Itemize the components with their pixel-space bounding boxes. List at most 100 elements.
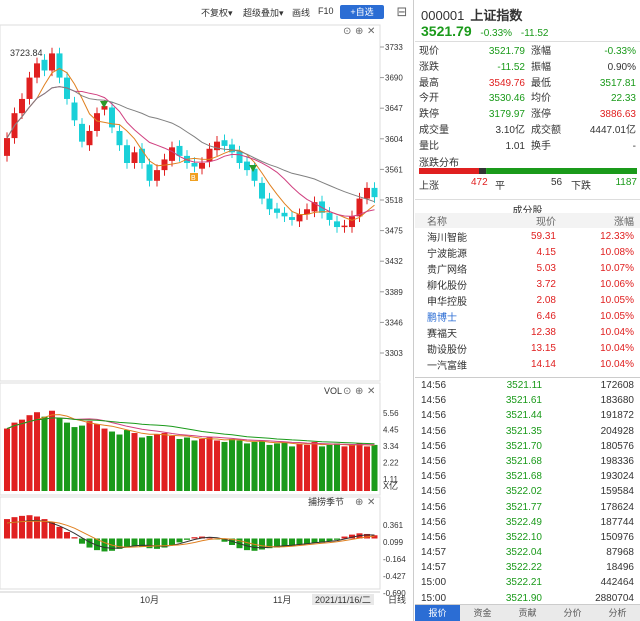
table-row[interactable]: 申华控股 2.08 10.05% [415, 292, 640, 308]
table-row[interactable]: 一汽富维 14.14 10.04% [415, 356, 640, 372]
macd-bar [176, 538, 183, 543]
candle-body [71, 102, 78, 121]
field-key: 最低 [531, 77, 551, 89]
tick-volume: 178624 [600, 501, 634, 513]
field-key: 今开 [419, 93, 439, 105]
ytick-label: 3475 [385, 227, 403, 236]
stock-pct-cell: 10.07% [600, 262, 634, 274]
table-row[interactable]: 柳化股份 3.72 10.06% [415, 276, 640, 292]
current-price: 3521.79 [421, 23, 472, 39]
stock-name-cell[interactable]: 海川智能 [427, 232, 467, 244]
distribution-title: 涨跌分布 [419, 158, 459, 169]
candle-body [49, 53, 55, 71]
macd-bar [139, 538, 145, 547]
stock-name-cell[interactable]: 一汽富维 [427, 360, 467, 372]
tick-volume: 18496 [606, 562, 634, 574]
collapse-panel-icon[interactable]: ⊟ [396, 4, 408, 19]
field-value: 3886.63 [599, 109, 636, 121]
tick-row: 15:00 3522.21 442464 [415, 575, 640, 590]
stock-name-cell[interactable]: 鹏博士 [427, 312, 457, 324]
settings-icon[interactable]: ⊙ [343, 386, 351, 397]
col-pct[interactable]: 涨幅 [560, 213, 640, 228]
field-value: 0.90% [607, 61, 636, 73]
stock-name-cell[interactable]: 贵广网络 [427, 264, 467, 276]
price-line: 3521.79 -0.33% -11.52 [421, 23, 548, 39]
col-name[interactable]: 名称 [415, 213, 500, 228]
flat-segment [478, 168, 487, 174]
tab-0[interactable]: 报价 [415, 605, 460, 621]
table-row[interactable]: 勘设股份 13.15 10.04% [415, 340, 640, 356]
col-price[interactable]: 现价 [500, 213, 560, 228]
add-icon[interactable]: ⊕ [355, 497, 363, 508]
candle-body [139, 148, 145, 163]
candle-body [274, 208, 280, 213]
stock-name-cell[interactable]: 申华控股 [427, 296, 467, 308]
volume-bar [26, 415, 33, 491]
candle-body [146, 164, 153, 181]
change-percent: -0.33% [480, 28, 513, 39]
volume-bar [281, 441, 288, 491]
tick-volume: 159584 [600, 486, 634, 498]
volume-bar [236, 440, 243, 491]
kline-header-icons: ⊙ ⊕ ✕ [343, 26, 375, 37]
tab-2[interactable]: 贡献 [518, 608, 537, 618]
table-row[interactable]: 贵广网络 5.03 10.07% [415, 260, 640, 276]
stock-name-cell[interactable]: 赛福天 [427, 328, 457, 340]
tick-volume: 191872 [600, 410, 634, 422]
candle-body [94, 113, 100, 131]
table-row[interactable]: 鹏博士 6.46 10.05% [415, 308, 640, 324]
field-1-right: 振幅 0.90% [531, 60, 636, 75]
distribution-bar [419, 168, 637, 174]
tab-3[interactable]: 分价 [563, 608, 582, 618]
tick-row: 14:57 3522.04 87968 [415, 545, 640, 560]
macd-bar [26, 515, 33, 539]
macd-bar [289, 538, 295, 547]
stock-price-cell: 2.08 [536, 294, 556, 306]
fuquan-dropdown[interactable]: 不复权▾ [201, 6, 233, 19]
add-icon[interactable]: ⊕ [355, 26, 363, 37]
table-row[interactable]: 赛福天 12.38 10.04% [415, 324, 640, 340]
macd-bar [191, 537, 198, 539]
tab-4[interactable]: 分析 [608, 608, 627, 618]
vol-label: VOL [324, 386, 342, 396]
stock-name-cell[interactable]: 勘设股份 [427, 344, 467, 356]
candle-body [266, 198, 273, 210]
vol-unit: X亿 [383, 480, 398, 491]
field-value: -11.52 [497, 61, 525, 73]
stock-code: 000001 [421, 8, 465, 23]
stock-name-cell[interactable]: 宁波能源 [427, 248, 467, 260]
kline-chart[interactable]: ⊙ ⊕ ✕ 3733 3690 3647 3604 3561 3518 3475 3432 33… [0, 17, 414, 621]
field-key: 最高 [419, 77, 439, 89]
close-icon[interactable]: ✕ [367, 386, 375, 397]
tick-time: 14:56 [421, 380, 447, 391]
table-row[interactable]: 宁波能源 4.15 10.08% [415, 244, 640, 260]
draw-line-button[interactable]: 画线 [292, 8, 311, 18]
tick-row: 14:56 3521.61 183680 [415, 393, 640, 408]
candle-body [349, 216, 355, 228]
tick-time: 14:56 [421, 395, 447, 407]
add-watchlist-button[interactable]: +自选 [340, 5, 384, 19]
close-icon[interactable]: ✕ [367, 497, 375, 508]
settings-icon[interactable]: ⊙ [343, 26, 351, 37]
stock-name-cell[interactable]: 柳化股份 [427, 280, 467, 292]
xaxis-label-oct: 10月 [140, 595, 159, 605]
field-6-left: 量比 1.01 [419, 139, 525, 154]
f10-button[interactable]: F10 [318, 6, 334, 16]
volume-bar [154, 434, 160, 491]
overlay-dropdown[interactable]: 超级叠加▾ [243, 6, 284, 19]
candle-body [364, 187, 370, 199]
ytick-label: 3733 [385, 43, 403, 52]
stock-price-cell: 3.72 [536, 278, 556, 290]
chart-area[interactable]: 不复权▾ 超级叠加▾ 画线 F10 +自选 ⊟ ⊙ ⊕ ✕ 3733 3690 36… [0, 0, 414, 621]
table-row[interactable]: 海川智能 59.31 12.33% [415, 228, 640, 244]
period-label[interactable]: 日线 [388, 594, 406, 605]
tick-price: 3521.35 [505, 425, 542, 437]
tick-price: 3522.10 [505, 531, 542, 543]
candle-body [41, 59, 48, 71]
tick-price: 3522.49 [505, 516, 542, 528]
close-icon[interactable]: ✕ [367, 26, 375, 37]
add-icon[interactable]: ⊕ [355, 386, 363, 397]
tick-time: 14:57 [421, 547, 447, 559]
tab-1[interactable]: 资金 [473, 608, 492, 618]
caret-down-icon: ▾ [228, 8, 233, 18]
